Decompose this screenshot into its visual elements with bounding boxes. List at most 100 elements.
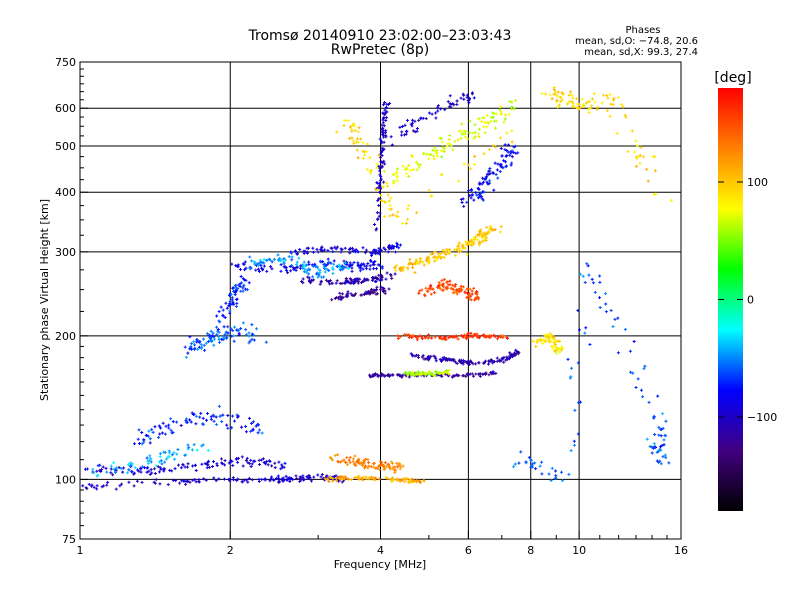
- data-point: [429, 252, 433, 256]
- data-point: [152, 467, 156, 471]
- data-point: [369, 171, 373, 175]
- data-point: [416, 163, 420, 167]
- stats-line-o: mean, sd,O: −74.8, 20.6: [575, 36, 698, 47]
- data-point: [462, 97, 466, 101]
- data-point: [332, 259, 336, 263]
- data-point: [465, 296, 469, 300]
- data-point: [488, 166, 492, 170]
- data-point: [184, 417, 188, 421]
- data-point: [468, 297, 472, 301]
- data-point: [475, 193, 479, 197]
- data-point: [264, 340, 268, 344]
- data-point: [344, 265, 348, 269]
- data-point: [270, 475, 274, 479]
- data-point: [403, 372, 407, 376]
- data-point: [460, 201, 464, 205]
- data-point: [417, 118, 421, 122]
- data-point: [441, 288, 445, 292]
- data-point: [191, 413, 195, 417]
- data-point: [598, 274, 602, 278]
- data-point: [512, 107, 516, 111]
- data-point: [390, 143, 394, 147]
- data-point: [302, 270, 306, 274]
- data-point: [220, 420, 224, 424]
- data-point: [369, 287, 373, 291]
- data-point: [443, 108, 447, 112]
- data-point: [381, 161, 385, 165]
- data-point: [384, 475, 388, 479]
- data-point: [291, 478, 295, 482]
- data-point: [347, 280, 351, 284]
- data-point: [474, 191, 478, 195]
- data-point: [193, 343, 197, 347]
- data-point: [228, 303, 232, 307]
- data-point: [552, 344, 556, 348]
- data-point: [387, 287, 391, 291]
- data-point: [381, 121, 385, 125]
- data-point: [251, 428, 255, 432]
- data-point: [362, 279, 366, 283]
- data-point: [334, 296, 338, 300]
- data-point: [385, 271, 389, 275]
- data-point: [382, 169, 386, 173]
- data-point: [477, 117, 481, 121]
- data-point: [381, 290, 385, 294]
- data-point: [461, 244, 465, 248]
- data-point: [347, 266, 351, 270]
- data-point: [477, 232, 481, 236]
- data-point: [376, 217, 380, 221]
- data-point: [204, 341, 208, 345]
- data-point: [550, 466, 554, 470]
- data-point: [356, 156, 360, 160]
- data-point: [335, 479, 339, 483]
- data-point: [475, 289, 479, 293]
- data-point: [348, 461, 352, 465]
- data-point: [639, 388, 643, 392]
- data-point: [604, 292, 608, 296]
- data-point: [158, 482, 162, 486]
- data-point: [382, 147, 386, 151]
- data-point: [655, 450, 659, 454]
- data-point: [392, 181, 396, 185]
- data-point: [221, 462, 225, 466]
- data-point: [253, 261, 257, 265]
- data-point: [372, 261, 376, 265]
- data-point: [508, 153, 512, 157]
- data-point: [309, 278, 313, 282]
- data-point: [413, 262, 417, 266]
- data-point: [269, 265, 273, 269]
- data-point: [215, 423, 219, 427]
- data-point: [418, 289, 422, 293]
- data-point: [290, 258, 294, 262]
- data-point: [257, 270, 261, 274]
- data-point: [357, 126, 361, 130]
- data-point: [626, 150, 630, 154]
- data-point: [185, 420, 189, 424]
- data-point: [542, 338, 546, 342]
- data-point: [457, 374, 461, 378]
- data-point: [540, 472, 544, 476]
- data-point: [373, 476, 377, 480]
- data-point: [377, 214, 381, 218]
- data-point: [347, 477, 351, 481]
- data-point: [491, 111, 495, 115]
- data-point: [571, 102, 575, 106]
- data-point: [257, 477, 261, 481]
- data-point: [424, 286, 428, 290]
- data-point: [404, 221, 408, 225]
- data-point: [250, 259, 254, 263]
- data-point: [507, 113, 511, 117]
- data-point: [341, 295, 345, 299]
- data-point: [398, 267, 402, 271]
- data-point: [643, 364, 647, 368]
- data-point: [368, 267, 372, 271]
- data-point: [354, 277, 358, 281]
- data-point: [127, 468, 131, 472]
- data-point: [567, 472, 571, 476]
- data-point: [604, 310, 608, 314]
- data-point: [411, 168, 415, 172]
- data-point: [485, 180, 489, 184]
- data-point: [388, 467, 392, 471]
- data-point: [322, 265, 326, 269]
